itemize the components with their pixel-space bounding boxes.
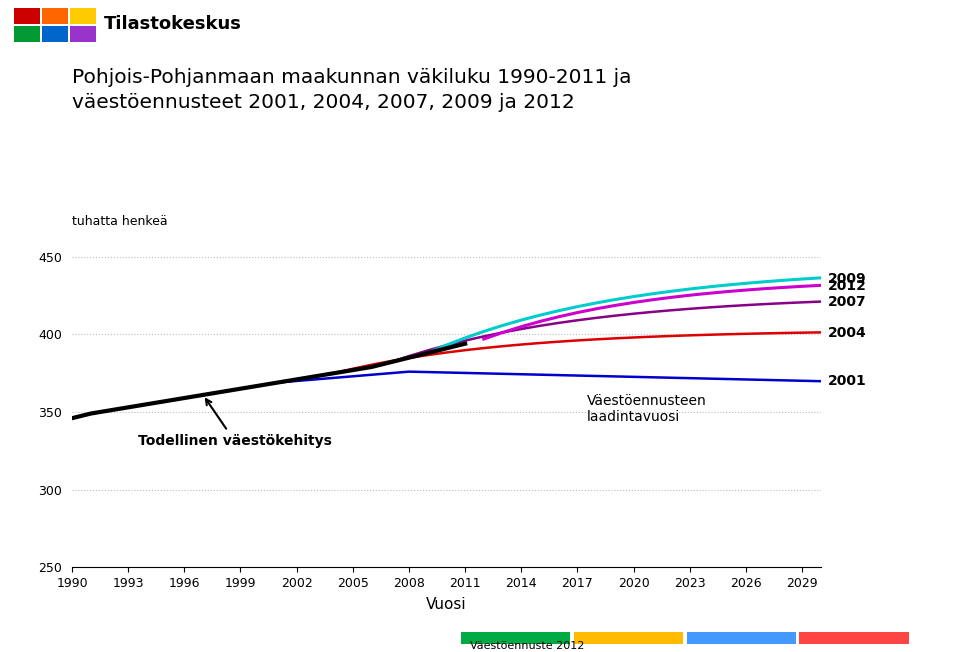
Bar xyxy=(42,26,68,42)
Text: 2012: 2012 xyxy=(828,279,867,293)
Bar xyxy=(461,632,570,644)
Text: Väestöennusteen
laadintavuosi: Väestöennusteen laadintavuosi xyxy=(587,394,707,424)
Text: Väestöennuste 2012: Väestöennuste 2012 xyxy=(470,641,585,651)
Text: Tilastokeskus: Tilastokeskus xyxy=(105,16,242,33)
Text: 2009: 2009 xyxy=(828,272,867,286)
Text: Pohjois-Pohjanmaan maakunnan väkiluku 1990-2011 ja
väestöennusteet 2001, 2004, 2: Pohjois-Pohjanmaan maakunnan väkiluku 19… xyxy=(72,68,632,112)
Text: 2004: 2004 xyxy=(828,325,867,340)
Text: 2001: 2001 xyxy=(828,374,867,388)
Text: tuhatta henkeä: tuhatta henkeä xyxy=(72,215,168,228)
Text: Todellinen väestökehitys: Todellinen väestökehitys xyxy=(137,399,331,448)
Bar xyxy=(42,8,68,25)
Bar xyxy=(14,8,40,25)
X-axis label: Vuosi: Vuosi xyxy=(426,597,467,612)
Bar xyxy=(70,8,96,25)
Text: 2007: 2007 xyxy=(828,295,867,309)
Bar xyxy=(800,632,909,644)
Bar xyxy=(14,26,40,42)
Bar xyxy=(70,26,96,42)
Bar xyxy=(574,632,684,644)
Bar xyxy=(686,632,796,644)
